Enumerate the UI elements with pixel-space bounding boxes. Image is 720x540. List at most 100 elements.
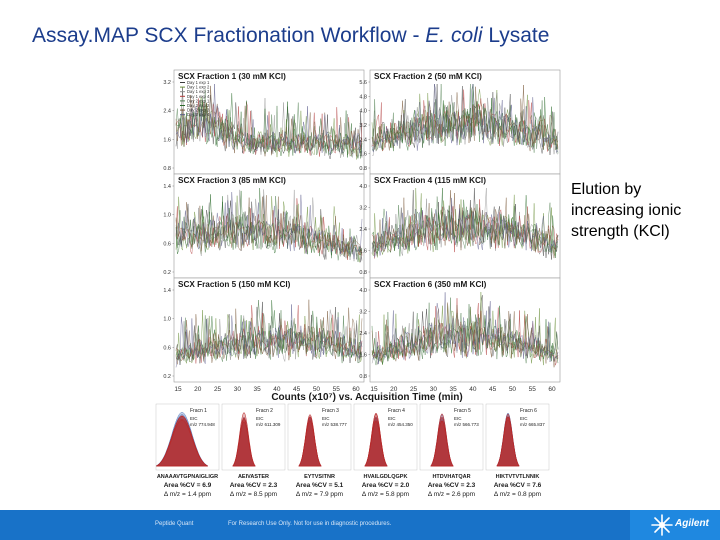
panel-title: SCX Fraction 2 (50 mM KCl) — [374, 72, 482, 81]
chromatogram-panel-4: 4.0 3.2 2.4 1.6 0.8 SCX Fraction 4 (115 mM KC… — [359, 173, 561, 279]
trace-series-7 — [371, 302, 559, 368]
legend-entry: Day 1 exp 3 — [187, 89, 210, 94]
peak-fraction-label: Fracn 3 — [322, 408, 339, 414]
y-tick-label: 0.8 — [359, 270, 367, 276]
trace-series-3 — [175, 309, 363, 364]
legend-entry: Day 1 exp 1 — [187, 80, 210, 85]
legend-entry: Day 2 exp 3 — [187, 108, 210, 113]
peak-eic-label: EIC — [322, 416, 330, 421]
footer-left-text: Peptide Quant — [155, 521, 194, 527]
x-tick-label: 35 — [449, 386, 457, 393]
trace-series-4 — [175, 98, 363, 157]
chromatogram-panel-3: 1.4 1.0 0.6 0.2 SCX Fraction 3 (85 mM KCl) — [163, 173, 365, 279]
panel-frame — [173, 277, 365, 383]
x-tick-label: 60 — [352, 386, 360, 393]
x-tick-label: 45 — [489, 386, 497, 393]
peptide-sequence: HTDVHATQAR — [432, 474, 470, 480]
trace-series-7 — [175, 299, 363, 365]
logo-block: Agilent — [630, 510, 720, 540]
peak-trace — [430, 416, 454, 467]
peak-trace — [155, 420, 209, 467]
peak-frame — [353, 403, 418, 471]
y-tick-label: 3.2 — [163, 80, 171, 86]
x-tick-label: 50 — [509, 386, 517, 393]
panel-title: SCX Fraction 6 (350 mM KCl) — [374, 280, 487, 289]
legend-entry: Day 2 exp 1 — [187, 98, 210, 103]
chromatogram-panel-5: 1.4 1.0 0.6 0.2 SCX Fraction 5 (150 mM KCl) — [163, 277, 365, 383]
peak-fraction-label: Fracn 5 — [454, 408, 471, 414]
peak-fraction-label: Fracn 6 — [520, 408, 537, 414]
area-cv: Area %CV = 7.6 — [494, 482, 542, 489]
y-tick-label: 1.6 — [359, 353, 367, 359]
x-axis-label: Counts (x10⁷) vs. Acquisition Time (min) — [271, 392, 462, 403]
peak-mz-label: m/z 566.773 — [454, 422, 479, 427]
peak-trace — [155, 412, 209, 466]
y-tick-label: 0.6 — [163, 241, 171, 247]
trace-series-6 — [371, 187, 559, 259]
peak-mz-label: m/z 665.837 — [520, 422, 545, 427]
x-tick-label: 30 — [430, 386, 438, 393]
x-tick-label: 55 — [333, 386, 341, 393]
footer-bar: Peptide Quant For Research Use Only. Not… — [0, 510, 720, 540]
y-tick-label: 1.6 — [163, 137, 171, 143]
peak-mz-label: m/z 538.777 — [322, 422, 347, 427]
trace-series-5 — [175, 299, 363, 364]
peak-eic-label: EIC — [520, 416, 528, 421]
peptide-sequence: ANAAAVTGPNAIGLIGR — [157, 474, 218, 480]
x-tick-label: 55 — [529, 386, 537, 393]
legend-entry: Day 1 exp 2 — [187, 85, 210, 90]
y-tick-label: 0.8 — [359, 374, 367, 380]
x-tick-label: 35 — [253, 386, 261, 393]
peak-trace — [496, 419, 520, 467]
y-tick-label: 1.4 — [163, 288, 171, 294]
trace-series-5 — [175, 89, 363, 159]
x-tick-label: 60 — [548, 386, 556, 393]
x-tick-label: 20 — [194, 386, 202, 393]
slide-title: Assay.MAP SCX Fractionation Workflow - E… — [32, 24, 549, 48]
area-cv: Area %CV = 2.3 — [428, 482, 476, 489]
x-tick-label: 40 — [273, 386, 281, 393]
peak-frame — [485, 403, 550, 471]
peak-frame — [419, 403, 484, 471]
y-tick-label: 2.4 — [359, 227, 367, 233]
panel-title: SCX Fraction 3 (85 mM KCl) — [178, 176, 286, 185]
area-cv: Area %CV = 5.1 — [296, 482, 344, 489]
x-tick-label: 30 — [234, 386, 242, 393]
y-tick-label: 1.6 — [359, 152, 367, 158]
x-tick-label: 25 — [214, 386, 222, 393]
trace-series-6 — [371, 84, 559, 152]
chromatogram-panel-2: 5.6 4.8 4.0 3.2 2.4 1.6 0.8 SCX Fraction 2 (50 … — [359, 69, 561, 175]
peak-fraction-label: Fracn 2 — [256, 408, 273, 414]
peak-trace — [364, 420, 388, 467]
peak-eic-label: EIC — [256, 416, 264, 421]
peak-trace — [364, 412, 388, 467]
x-tick-label: 15 — [370, 386, 378, 393]
peak-mz-label: m/z 611.309 — [256, 422, 281, 427]
y-tick-label: 4.0 — [359, 288, 367, 294]
area-cv: Area %CV = 6.9 — [164, 482, 212, 489]
trace-series-8 — [175, 304, 363, 368]
y-tick-label: 0.2 — [163, 270, 171, 276]
peak-eic-label: EIC — [388, 416, 396, 421]
mass-error: Δ m/z = 2.6 ppm — [428, 491, 475, 498]
x-tick-label: 15 — [174, 386, 182, 393]
y-tick-label: 1.6 — [359, 249, 367, 255]
peak-mz-label: m/z 774.948 — [190, 422, 215, 427]
mass-error: Δ m/z = 1.4 ppm — [164, 491, 211, 498]
peak-eic-label: EIC — [454, 416, 462, 421]
trace-series-8 — [175, 192, 363, 259]
y-tick-label: 0.6 — [163, 345, 171, 351]
area-cv: Area %CV = 2.3 — [230, 482, 278, 489]
mass-error: Δ m/z = 0.8 ppm — [494, 491, 541, 498]
elution-note: Elution by increasing ionic strength (KC… — [571, 181, 682, 240]
y-tick-label: 2.4 — [359, 137, 367, 143]
y-tick-label: 0.2 — [163, 374, 171, 380]
peak-trace — [298, 414, 322, 467]
trace-series-8 — [371, 292, 559, 365]
peak-trace — [155, 416, 209, 467]
y-tick-label: 0.8 — [359, 166, 367, 172]
y-tick-label: 2.4 — [163, 109, 171, 115]
peak-mz-label: m/z 454.350 — [388, 422, 413, 427]
